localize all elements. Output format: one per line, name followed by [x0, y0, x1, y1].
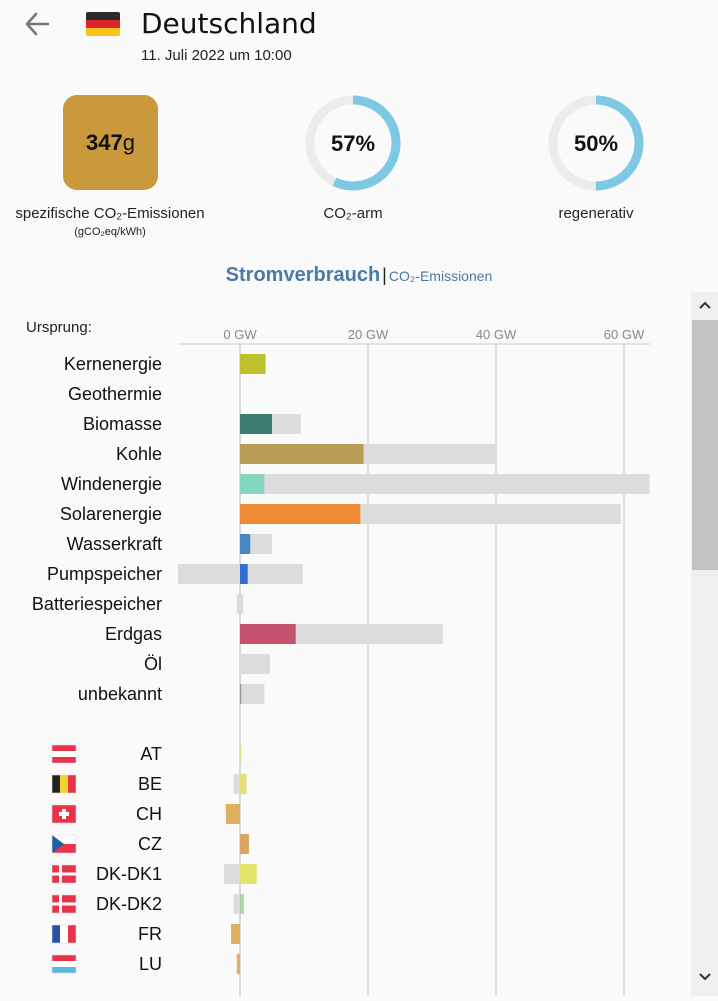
- renewable-ring-fill: [548, 95, 644, 191]
- co2-value: 347: [86, 129, 123, 155]
- flag-dk-icon: [51, 864, 77, 884]
- production-bar: [240, 624, 296, 644]
- co2-intensity-label: spezifische CO₂-Emissionen: [15, 205, 205, 222]
- capacity-bar: [236, 594, 244, 614]
- header: Deutschland 11. Juli 2022 um 10:00: [0, 0, 718, 80]
- flag-ch-icon: [51, 804, 77, 824]
- tick-label-40: 40 GW: [476, 327, 517, 342]
- production-chart: Ursprung: 0 GW 20 GW 40 GW 60 GW Kernenergie G…: [0, 292, 690, 996]
- flag-cz-icon: [51, 834, 77, 854]
- low-carbon-value: 57%: [330, 131, 376, 156]
- exchange-bar: [240, 774, 247, 794]
- exchange-bar: [225, 804, 240, 824]
- exchange-label: FR: [138, 924, 162, 944]
- source-label: unbekannt: [78, 684, 162, 704]
- flag-de-icon: [86, 12, 120, 36]
- capacity-bar: [240, 684, 265, 704]
- production-bar: [240, 684, 242, 704]
- view-tabs: Stromverbrauch | CO₂-Emissionen: [0, 264, 718, 287]
- origin-label: Ursprung:: [26, 319, 92, 336]
- tab-consumption[interactable]: Stromverbrauch: [225, 264, 381, 286]
- source-label: Windenergie: [61, 474, 162, 494]
- scroll-thumb[interactable]: [692, 320, 718, 570]
- tick-label-0: 0 GW: [223, 327, 257, 342]
- source-label: Kernenergie: [64, 354, 162, 374]
- exchange-label: DK-DK2: [96, 894, 162, 914]
- production-bar: [240, 354, 266, 374]
- datetime-label: 11. Juli 2022 um 10:00: [141, 47, 292, 64]
- low-carbon-ring-fill: [305, 95, 401, 191]
- source-label: Solarenergie: [60, 504, 162, 524]
- exchange-bar: [231, 924, 240, 944]
- exchange-label: BE: [138, 774, 162, 794]
- source-label: Geothermie: [68, 384, 162, 404]
- source-label: Batteriespeicher: [32, 594, 162, 614]
- exchange-capacity-bar: [233, 894, 244, 914]
- flag-at-icon: [51, 744, 77, 764]
- exchange-label: DK-DK1: [96, 864, 162, 884]
- production-chart-svg: Ursprung: 0 GW 20 GW 40 GW 60 GW Kernenergie G…: [26, 319, 650, 996]
- renewable-label: regenerativ: [558, 205, 634, 222]
- flag-fr-icon: [51, 924, 77, 944]
- exchange-label: CZ: [138, 834, 162, 854]
- production-bar: [240, 564, 248, 584]
- low-carbon-ring[interactable]: [304, 94, 402, 192]
- exchange-bar: [240, 864, 257, 884]
- flag-be-icon: [51, 774, 77, 794]
- flag-lu-icon: [51, 954, 77, 974]
- co2-intensity-badge[interactable]: 347 g: [63, 95, 158, 190]
- scrollbar[interactable]: [691, 292, 718, 996]
- renewable-ring[interactable]: [547, 94, 645, 192]
- production-bar: [240, 504, 361, 524]
- co2-unit: g: [122, 129, 135, 155]
- capacity-bar: [240, 474, 650, 494]
- tick-label-60: 60 GW: [604, 327, 645, 342]
- renewable-value: 50%: [573, 131, 619, 156]
- flag-dk-icon: [51, 894, 77, 914]
- low-carbon-label: CO₂-arm: [323, 205, 383, 222]
- exchange-label: LU: [139, 954, 162, 974]
- scroll-down-icon[interactable]: [691, 964, 718, 990]
- tab-separator: |: [382, 265, 387, 285]
- exchange-bar: [240, 834, 249, 854]
- country-title: Deutschland: [141, 7, 317, 40]
- tick-label-20: 20 GW: [348, 327, 389, 342]
- source-label: Öl: [144, 654, 162, 674]
- scroll-up-icon[interactable]: [691, 292, 718, 318]
- production-bar: [240, 534, 251, 554]
- source-label: Kohle: [116, 444, 162, 464]
- arrow-left-icon[interactable]: [22, 8, 54, 40]
- source-label: Pumpspeicher: [47, 564, 162, 584]
- exchange-bar: [236, 954, 240, 974]
- production-bar: [240, 444, 364, 464]
- source-label: Wasserkraft: [67, 534, 162, 554]
- capacity-bar: [240, 654, 271, 674]
- production-bar: [240, 474, 265, 494]
- tab-co2-emissions[interactable]: CO₂-Emissionen: [388, 268, 493, 284]
- source-label: Biomasse: [83, 414, 162, 434]
- source-label: Erdgas: [105, 624, 162, 644]
- exchange-label: CH: [136, 804, 162, 824]
- production-bar: [240, 414, 272, 434]
- co2-intensity-unit: (gCO₂eq/kWh): [74, 226, 146, 238]
- exchange-label: AT: [140, 744, 162, 764]
- exchange-bar: [240, 894, 244, 914]
- exchange-bar: [240, 744, 241, 764]
